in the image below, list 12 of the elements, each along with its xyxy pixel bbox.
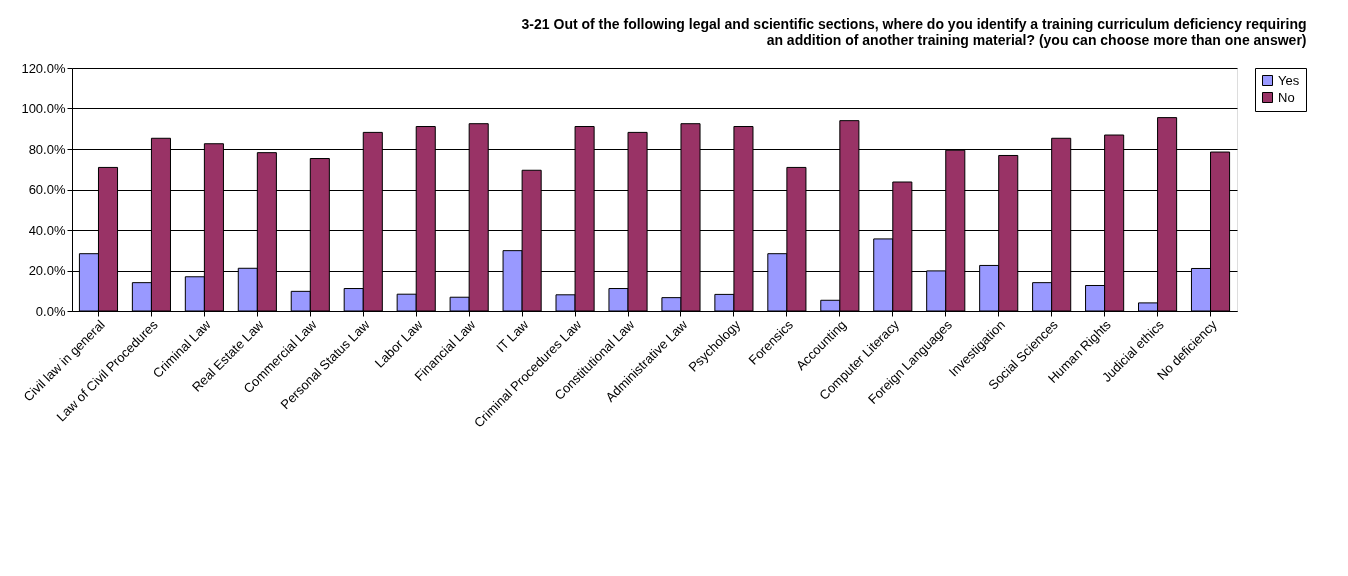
legend-label: Yes (1278, 72, 1300, 88)
legend-label: No (1278, 89, 1295, 105)
y-tick-label: 60.0% (28, 182, 66, 197)
x-tick-label: IT Law (493, 316, 532, 356)
text: an addition of another training material? (you can choose more than one answer) (766, 32, 1307, 48)
y-tick-label: 0.0% (35, 303, 66, 319)
y-tick-label: 100.0% (21, 101, 66, 116)
y-tick-label: 120.0% (21, 60, 66, 76)
text: 3-21 Out of the following legal and scientific sections, where do you identify a training curriculum deficiency requiring (521, 16, 1307, 32)
y-tick-label: 80.0% (28, 141, 66, 157)
y-tick-label: 20.0% (28, 263, 66, 278)
y-tick-label: 40.0% (28, 222, 66, 238)
